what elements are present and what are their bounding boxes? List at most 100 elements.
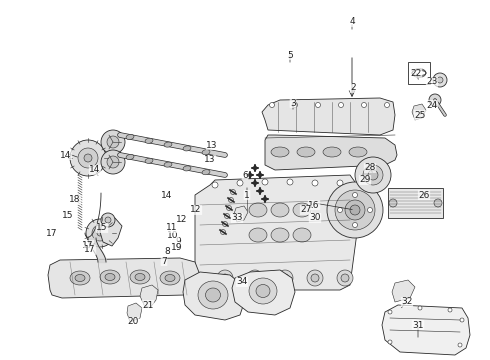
Text: 14: 14: [161, 190, 172, 199]
Bar: [408, 62, 430, 84]
Circle shape: [247, 270, 263, 286]
Circle shape: [253, 166, 257, 170]
Circle shape: [237, 180, 243, 186]
Text: 12: 12: [176, 215, 188, 224]
Text: 14: 14: [89, 166, 100, 175]
Polygon shape: [140, 285, 158, 308]
Text: 2: 2: [350, 84, 356, 93]
Ellipse shape: [164, 162, 172, 167]
Circle shape: [385, 103, 390, 108]
Circle shape: [352, 222, 358, 228]
Circle shape: [222, 221, 227, 226]
Ellipse shape: [349, 147, 367, 157]
Ellipse shape: [70, 271, 90, 285]
Circle shape: [92, 225, 108, 241]
Circle shape: [335, 190, 375, 230]
Circle shape: [253, 181, 257, 185]
Text: 15: 15: [62, 211, 74, 220]
Text: 29: 29: [359, 175, 371, 184]
Circle shape: [429, 94, 441, 106]
Circle shape: [458, 343, 462, 347]
Text: 1: 1: [244, 190, 250, 199]
Ellipse shape: [183, 146, 191, 151]
Ellipse shape: [271, 228, 289, 242]
Circle shape: [316, 103, 320, 108]
Polygon shape: [265, 135, 397, 170]
Text: 33: 33: [231, 213, 243, 222]
Text: 15: 15: [96, 224, 108, 233]
Circle shape: [226, 206, 231, 211]
Ellipse shape: [105, 274, 115, 280]
Circle shape: [311, 274, 319, 282]
Circle shape: [220, 230, 225, 234]
Ellipse shape: [145, 138, 153, 143]
Ellipse shape: [323, 147, 341, 157]
Circle shape: [352, 193, 358, 198]
Text: 20: 20: [127, 318, 139, 327]
Text: 32: 32: [401, 297, 413, 306]
Circle shape: [97, 230, 103, 236]
Circle shape: [78, 148, 98, 168]
Circle shape: [101, 213, 115, 227]
Circle shape: [350, 205, 360, 215]
Text: 16: 16: [308, 201, 320, 210]
Circle shape: [368, 170, 378, 180]
Circle shape: [339, 103, 343, 108]
Circle shape: [217, 270, 233, 286]
Circle shape: [263, 197, 267, 201]
Circle shape: [389, 199, 397, 207]
Ellipse shape: [256, 284, 270, 297]
Ellipse shape: [249, 228, 267, 242]
Text: 19: 19: [171, 243, 183, 252]
Circle shape: [212, 182, 218, 188]
Text: 26: 26: [418, 190, 430, 199]
Circle shape: [70, 140, 106, 176]
Circle shape: [434, 199, 442, 207]
Polygon shape: [382, 305, 470, 355]
Text: 4: 4: [349, 18, 355, 27]
Circle shape: [338, 207, 343, 212]
Circle shape: [248, 173, 252, 177]
Text: 24: 24: [426, 100, 438, 109]
Polygon shape: [100, 218, 122, 246]
Polygon shape: [412, 104, 426, 120]
Text: 28: 28: [364, 163, 376, 172]
Text: 17: 17: [82, 240, 94, 249]
Ellipse shape: [202, 150, 210, 155]
Polygon shape: [392, 280, 415, 302]
Circle shape: [337, 180, 343, 186]
Text: 7: 7: [161, 256, 167, 266]
Circle shape: [262, 179, 268, 185]
Polygon shape: [232, 270, 295, 315]
Ellipse shape: [165, 274, 175, 282]
Bar: [388, 188, 443, 218]
Text: 30: 30: [309, 213, 321, 222]
Circle shape: [355, 157, 391, 193]
Text: 31: 31: [412, 320, 424, 329]
Circle shape: [277, 270, 293, 286]
Circle shape: [341, 274, 349, 282]
Text: 27: 27: [300, 206, 312, 215]
Text: 23: 23: [426, 77, 438, 86]
Ellipse shape: [249, 278, 277, 304]
Text: 17: 17: [46, 229, 58, 238]
Circle shape: [337, 270, 353, 286]
Polygon shape: [183, 272, 245, 320]
Polygon shape: [262, 98, 395, 135]
Ellipse shape: [271, 147, 289, 157]
Text: 18: 18: [69, 195, 81, 204]
Circle shape: [460, 318, 464, 322]
Ellipse shape: [130, 270, 150, 284]
Text: 12: 12: [190, 206, 202, 215]
Circle shape: [258, 173, 262, 177]
Circle shape: [101, 150, 125, 174]
Circle shape: [448, 308, 452, 312]
Circle shape: [362, 103, 367, 108]
Circle shape: [363, 165, 383, 185]
Circle shape: [84, 154, 92, 162]
Text: 34: 34: [236, 278, 247, 287]
Circle shape: [281, 274, 289, 282]
Ellipse shape: [135, 274, 145, 280]
Circle shape: [293, 103, 297, 108]
Circle shape: [86, 219, 114, 247]
